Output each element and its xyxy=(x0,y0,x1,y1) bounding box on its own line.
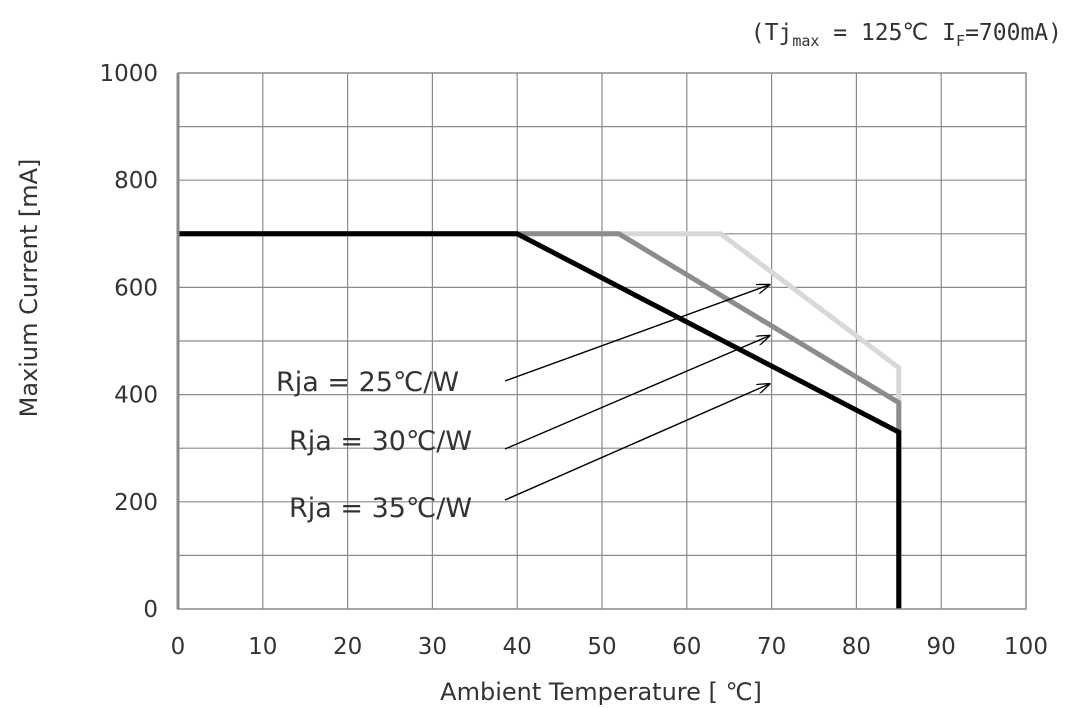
annotation-arrow xyxy=(504,336,770,450)
series-line-1 xyxy=(178,231,902,609)
annotations: Rja = 25℃/W Rja = 30℃/W Rja = 35℃/W xyxy=(276,285,770,524)
x-tick-label: 70 xyxy=(757,634,786,660)
x-axis-label: Ambient Temperature [ ℃] xyxy=(440,678,762,706)
x-tick-label: 50 xyxy=(587,634,616,660)
y-tick-label: 600 xyxy=(114,275,158,301)
chart-condition-note: (Tjmax = 125℃ IF=700mA) xyxy=(751,20,1062,50)
annotation-arrow xyxy=(504,384,770,501)
annotation-label: Rja = 30℃/W xyxy=(289,426,472,457)
x-tick-label: 60 xyxy=(672,634,701,660)
series-layer xyxy=(178,231,902,609)
x-tick-label: 100 xyxy=(1004,634,1048,660)
annotation-arrow xyxy=(504,285,770,382)
x-tick-label: 20 xyxy=(333,634,362,660)
x-tick-label: 30 xyxy=(418,634,447,660)
x-tick-label: 10 xyxy=(248,634,277,660)
y-axis-label: Maxium Current [mA] xyxy=(15,159,43,418)
y-tick-label: 200 xyxy=(114,490,158,516)
y-tick-label: 400 xyxy=(114,383,158,409)
y-tick-label: 1000 xyxy=(99,61,158,87)
x-tick-label: 80 xyxy=(842,634,871,660)
series-line-2 xyxy=(178,231,902,609)
x-tick-label: 90 xyxy=(927,634,956,660)
y-tick-label: 800 xyxy=(114,168,158,194)
x-tick-label: 0 xyxy=(171,634,186,660)
annotation-label: Rja = 35℃/W xyxy=(289,493,472,524)
y-tick-label: 0 xyxy=(143,597,158,623)
series-line-3 xyxy=(178,231,902,609)
annotation-label: Rja = 25℃/W xyxy=(276,367,459,398)
axis-frame xyxy=(176,72,1027,610)
x-tick-label: 40 xyxy=(503,634,532,660)
